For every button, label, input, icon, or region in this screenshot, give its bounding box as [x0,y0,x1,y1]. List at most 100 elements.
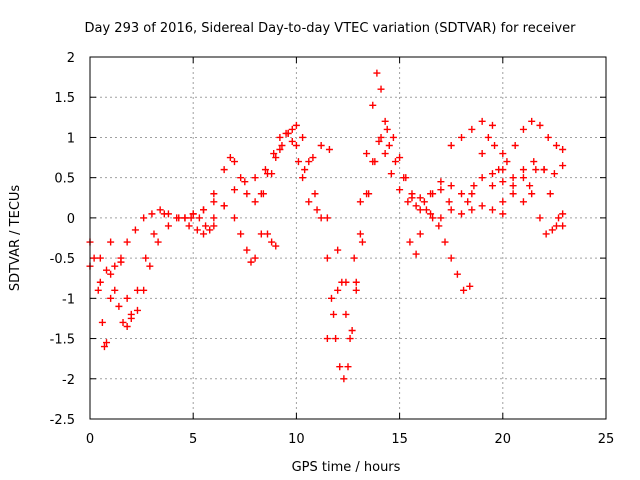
data-point [536,214,544,222]
data-point [402,174,410,182]
data-point [460,286,468,294]
data-point [381,117,389,125]
data-point [509,174,517,182]
data-point [435,222,443,230]
data-point [292,121,300,129]
data-point [381,150,389,158]
y-tick-label: 1 [67,131,75,146]
data-point [416,230,424,238]
chart-title: Day 293 of 2016, Sidereal Day-to-day VTE… [85,21,577,36]
data-point [330,310,338,318]
data-point [334,246,342,254]
data-point [478,117,486,125]
data-point [458,210,466,218]
data-point [111,262,119,270]
data-point [187,214,195,222]
data-point [323,335,331,343]
series-3 [96,210,168,330]
data-point [257,190,265,198]
data-point [276,146,284,154]
data-point [468,206,476,214]
data-point [352,278,360,286]
data-point [555,214,563,222]
data-point [488,121,496,129]
data-point [408,194,416,202]
data-point [317,214,325,222]
data-point [148,210,156,218]
data-point [385,141,393,149]
data-point [117,258,125,266]
data-point [519,198,527,206]
data-point [94,286,102,294]
data-point [509,182,517,190]
data-point [542,230,550,238]
data-point [107,294,115,302]
data-point [499,210,507,218]
data-point [243,190,251,198]
data-point [278,141,286,149]
x-tick-label: 15 [391,432,408,447]
data-point [103,339,111,347]
series-14 [468,174,567,238]
data-point [261,166,269,174]
data-point [503,158,511,166]
data-point [488,206,496,214]
data-point [282,129,290,137]
data-point [352,286,360,294]
data-point [416,206,424,214]
data-point [107,238,115,246]
y-tick-label: -2 [62,373,75,388]
data-point [133,306,141,314]
data-point [348,327,356,335]
data-point [119,318,127,326]
data-point [530,158,538,166]
data-point [270,150,278,158]
data-point [478,174,486,182]
data-point [509,190,517,198]
data-point [288,137,296,145]
data-point [447,206,455,214]
data-point [412,202,420,210]
data-point [356,230,364,238]
data-point [154,238,162,246]
data-point [559,146,567,154]
data-point [200,230,208,238]
data-point [519,125,527,133]
data-point [389,133,397,141]
data-point [206,226,214,234]
data-point [375,137,383,145]
data-point [391,158,399,166]
data-point [453,270,461,278]
data-point [458,133,466,141]
data-point [309,154,317,162]
y-axis-label: SDTVAR / TECUs [8,185,23,292]
data-point [311,190,319,198]
x-tick-label: 20 [495,432,512,447]
data-point [559,222,567,230]
data-point [499,198,507,206]
data-point [466,282,474,290]
data-point [146,262,154,270]
data-point [552,222,560,230]
data-point [251,254,259,262]
data-point [491,141,499,149]
data-point [387,170,395,178]
data-point [396,186,404,194]
data-point [383,125,391,133]
data-point [499,150,507,158]
data-point [243,246,251,254]
data-point [546,190,554,198]
data-point [499,178,507,186]
data-point [210,214,218,222]
data-point [230,214,238,222]
axis-ticks: 0 5 10 15 20 25 -2.5 -2 -1.5 -1 -0.5 0 0.5 1 1.5 2 [50,51,615,447]
data-point [406,238,414,246]
data-point [488,182,496,190]
series-1 [86,206,210,351]
data-point [247,258,255,266]
data-point [276,133,284,141]
data-point [257,230,265,238]
data-point [230,158,238,166]
series-12 [495,117,567,174]
